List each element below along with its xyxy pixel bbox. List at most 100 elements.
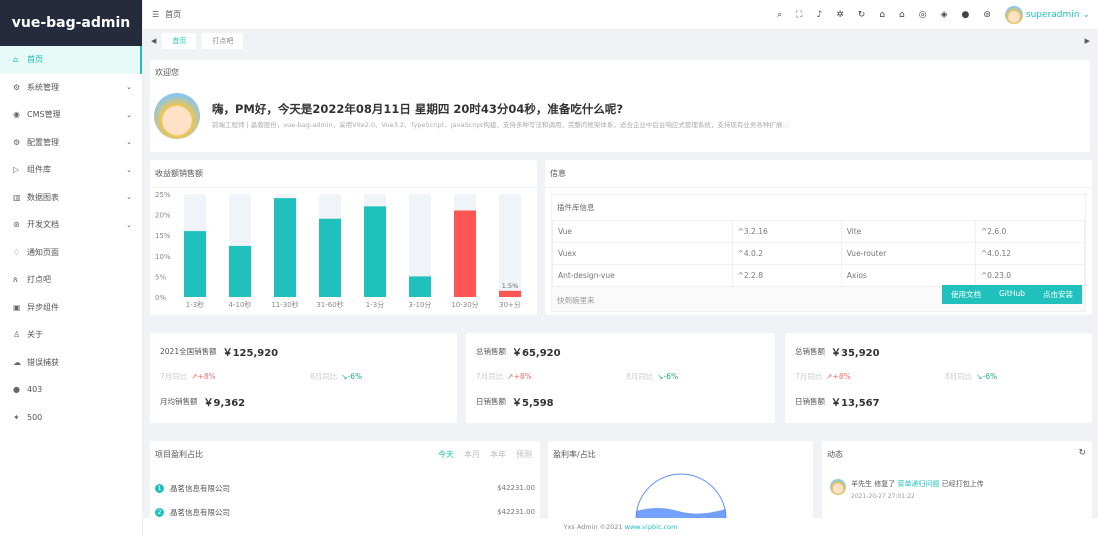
compare-label: 8月同比 bbox=[310, 372, 338, 381]
sidebar-item-label: 配置管理 bbox=[27, 137, 59, 147]
x-tick-label: 1-3分 bbox=[366, 300, 384, 309]
search-icon[interactable]: ⌕ bbox=[777, 10, 783, 20]
fullscreen-icon[interactable]: ⛶ bbox=[796, 10, 803, 20]
chevron-down-icon: ⌄ bbox=[1082, 10, 1090, 20]
menu-icon: ▥ bbox=[13, 192, 21, 202]
footer-link[interactable]: www.vipbic.com bbox=[624, 523, 678, 531]
bar bbox=[409, 276, 431, 297]
tab-scroll-left-icon[interactable]: ◀ bbox=[151, 37, 157, 45]
tab-scroll-right-icon[interactable]: ▶ bbox=[1084, 37, 1090, 45]
sidebar-item[interactable]: ⚙ 系统管理 ⌄ bbox=[0, 74, 142, 102]
install-button[interactable]: 点击安装 bbox=[1034, 285, 1082, 304]
trend-down-icon: ↘ bbox=[341, 372, 348, 381]
breadcrumb[interactable]: 首页 bbox=[165, 10, 182, 19]
table-cell: Ant-design-vue bbox=[552, 264, 733, 287]
trend-down-icon: ↘ bbox=[976, 372, 983, 381]
project-card: 项目盈利占比 今天 本月 本年 预测 1 晶茗信息有限公司 $42231.00 2 晶茗信息有… bbox=[150, 441, 540, 518]
bell-icon[interactable]: ♪ bbox=[816, 10, 823, 20]
settings-icon[interactable]: ⊚ bbox=[983, 10, 991, 20]
welcome-avatar bbox=[154, 93, 200, 139]
compare-value: -6% bbox=[982, 372, 998, 381]
table-cell: ^2.2.8 bbox=[731, 264, 842, 287]
footer: Yxs Admin ©2021 www.vipbic.com bbox=[143, 518, 1098, 536]
trend-down-icon: ↘ bbox=[657, 372, 664, 381]
table-cell: Vuex bbox=[552, 242, 733, 265]
table-cell: Axios bbox=[840, 264, 976, 287]
bank-icon[interactable]: ⌂ bbox=[879, 10, 885, 20]
x-tick-label: 30+分 bbox=[499, 300, 521, 309]
company-name: 晶茗信息有限公司 bbox=[170, 483, 230, 493]
table-row: Ant-design-vue ^2.2.8 Axios ^0.23.0 bbox=[552, 264, 1086, 287]
sidebar-item[interactable]: ▷ 组件库 ⌄ bbox=[0, 156, 142, 184]
sidebar-item[interactable]: ◉ CMS管理 ⌄ bbox=[0, 101, 142, 129]
compass-icon[interactable]: ◈ bbox=[940, 10, 948, 20]
table-cell: ^0.23.0 bbox=[974, 264, 1086, 287]
sidebar-item[interactable]: ⚙ 配置管理 ⌄ bbox=[0, 129, 142, 157]
bug-icon[interactable]: ✲ bbox=[836, 10, 844, 20]
sidebar-item-label: CMS管理 bbox=[27, 110, 61, 120]
menu-icon: ▷ bbox=[13, 165, 20, 175]
sidebar-item[interactable]: ☁ 错误捕获 bbox=[0, 349, 142, 377]
docs-button[interactable]: 使用文档 bbox=[942, 285, 990, 304]
greeting: 嗨，PM好，今天是2022年08月11日 星期四 20时43分04秒，准备吃什么… bbox=[212, 102, 624, 116]
menu-icon: ☁ bbox=[13, 357, 21, 367]
menu-toggle-icon[interactable]: ☰ bbox=[152, 10, 160, 19]
menu-icon: ◉ bbox=[13, 110, 20, 120]
refresh-icon[interactable]: ↻ bbox=[857, 10, 866, 20]
table-row: Vuex ^4.0.2 Vue-router ^4.0.12 bbox=[552, 242, 1086, 265]
activity-user: 羊先生 bbox=[851, 480, 872, 488]
sidebar-item-label: 500 bbox=[27, 412, 43, 422]
home-icon[interactable]: ⌂ bbox=[899, 10, 905, 20]
instagram-icon[interactable]: ◎ bbox=[918, 10, 927, 20]
list-item: 2 晶茗信息有限公司 $42231.00 bbox=[150, 500, 540, 518]
sidebar-item-label: 403 bbox=[27, 385, 43, 395]
sidebar-item-label: 通知页面 bbox=[27, 247, 59, 257]
stat-value: ￥13,567 bbox=[831, 398, 880, 409]
company-name: 晶茗信息有限公司 bbox=[170, 507, 230, 517]
table-cell: ^3.2.16 bbox=[731, 220, 842, 243]
profit-card: 盈利率/占比 bbox=[548, 441, 813, 518]
chevron-down-icon: ⌄ bbox=[126, 165, 132, 174]
x-tick-label: 3-10分 bbox=[409, 300, 432, 309]
table-cell: ^4.0.2 bbox=[731, 242, 842, 265]
filter-tab[interactable]: 今天 bbox=[438, 450, 454, 459]
refresh-icon[interactable]: ↻ bbox=[1078, 448, 1086, 458]
activity-time: 2021-20-27 27:01:22 bbox=[851, 493, 915, 500]
compare-label: 7月同比 bbox=[795, 372, 823, 381]
welcome-title: 欢迎您 bbox=[155, 68, 179, 77]
compare-label: 8月同比 bbox=[945, 372, 973, 381]
menu-icon: ⌂ bbox=[13, 55, 19, 65]
github-button[interactable]: GitHub bbox=[990, 285, 1034, 304]
sidebar-item[interactable]: ● 403 bbox=[0, 376, 142, 404]
sidebar-item[interactable]: ▥ 数据图表 ⌄ bbox=[0, 184, 142, 212]
chart-title: 收益额销售额 bbox=[150, 160, 537, 188]
compare-group: 8月同比 ↘-6% bbox=[310, 371, 362, 382]
tab-dadian[interactable]: 打点吧 bbox=[202, 33, 244, 49]
bar bbox=[184, 231, 206, 297]
filter-tab[interactable]: 本年 bbox=[490, 450, 506, 459]
filter-tab[interactable]: 预测 bbox=[516, 450, 532, 459]
user-menu[interactable]: superadmin ⌄ bbox=[1004, 6, 1090, 24]
filter-tab[interactable]: 本月 bbox=[464, 450, 480, 459]
sidebar-item[interactable]: ⊛ 开发文档 ⌄ bbox=[0, 211, 142, 239]
menu-icon: ⊛ bbox=[13, 220, 20, 230]
tab-home[interactable]: 首页 bbox=[162, 33, 197, 49]
stat-label: 2021全国销售额 bbox=[160, 347, 217, 356]
sidebar-item[interactable]: ጰ 打点吧 bbox=[0, 266, 142, 294]
sidebar-item-label: 错误捕获 bbox=[27, 357, 59, 367]
logo[interactable]: vue-bag-admin bbox=[0, 0, 142, 46]
sidebar-item[interactable]: ♙ 关于 bbox=[0, 321, 142, 349]
rank-badge: 2 bbox=[155, 507, 164, 517]
sidebar-item-label: 开发文档 bbox=[27, 220, 59, 230]
y-tick-label: 10% bbox=[155, 253, 171, 261]
sidebar-item[interactable]: ⌂ 首页 bbox=[0, 46, 142, 74]
activity-link[interactable]: 菜单递归问题 bbox=[897, 480, 940, 488]
x-tick-label: 11-30秒 bbox=[271, 300, 298, 309]
sidebar-item[interactable]: ♢ 通知页面 bbox=[0, 239, 142, 267]
trend-up-icon: ↗ bbox=[826, 372, 833, 381]
sidebar-item[interactable]: ✦ 500 bbox=[0, 404, 142, 432]
github-icon[interactable]: ● bbox=[961, 10, 970, 20]
activity-avatar bbox=[830, 479, 846, 495]
sidebar-item[interactable]: ▣ 异步组件 bbox=[0, 294, 142, 322]
info-title: 信息 bbox=[545, 160, 1092, 188]
